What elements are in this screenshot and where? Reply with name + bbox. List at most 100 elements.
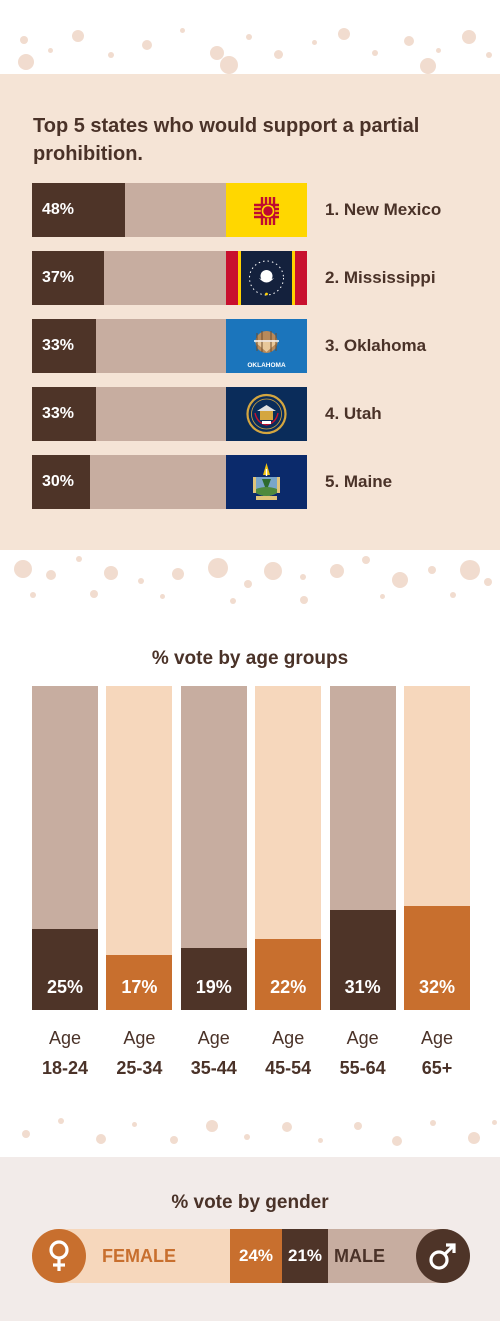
- decorative-dot: [244, 1134, 250, 1140]
- decorative-dot: [450, 592, 456, 598]
- decorative-dot: [462, 30, 476, 44]
- decorative-dot: [492, 1120, 497, 1125]
- state-bar-fill: [32, 455, 91, 509]
- age-range-label: 25-34: [116, 1058, 163, 1078]
- maine-flag-icon: [226, 455, 307, 509]
- state-bar-row: 37% 2. Mississippi: [32, 251, 472, 305]
- new-mexico-flag-icon: [226, 183, 307, 237]
- age-bar-track: 17%: [106, 686, 173, 1010]
- decorative-dot: [436, 48, 441, 53]
- age-percent-label: 31%: [344, 977, 381, 997]
- oklahoma-flag-icon: OKLAHOMA: [226, 319, 307, 373]
- decorative-dot: [372, 50, 378, 56]
- decorative-dot: [404, 36, 414, 46]
- decorative-dot: [22, 1130, 30, 1138]
- male-label: MALE: [334, 1246, 385, 1266]
- state-bar-fill: [32, 183, 126, 237]
- age-bar-track: 25%: [32, 686, 98, 1010]
- decorative-dot: [172, 568, 184, 580]
- decorative-dot: [244, 580, 252, 588]
- state-percent-label: 48%: [42, 201, 75, 218]
- decorative-dot: [76, 556, 82, 562]
- state-bar-fill: [32, 319, 97, 373]
- decorative-dot: [104, 566, 118, 580]
- state-percent-label: 33%: [42, 337, 75, 354]
- decorative-dot: [58, 1118, 64, 1124]
- decorative-dot: [282, 1122, 292, 1132]
- decorative-dot: [160, 594, 165, 599]
- decorative-dot: [142, 40, 152, 50]
- state-bar-fill: [32, 251, 104, 305]
- male-symbol-icon: [416, 1229, 470, 1283]
- decorative-dot: [300, 596, 308, 604]
- female-percent: 24%: [238, 1246, 274, 1265]
- age-range-label: 45-54: [265, 1058, 312, 1078]
- decorative-dot: [484, 578, 492, 586]
- male-percent: 21%: [287, 1246, 323, 1265]
- age-bar-track: 31%: [329, 686, 396, 1010]
- decorative-dot: [180, 28, 185, 33]
- decorative-dot: [274, 50, 283, 59]
- decorative-dot: [46, 570, 56, 580]
- male-bar-fill: [282, 1229, 328, 1283]
- age-bar-track: 22%: [255, 686, 322, 1010]
- decorative-dot: [48, 48, 53, 53]
- state-percent-label: 37%: [42, 269, 75, 286]
- decorative-dot: [90, 590, 98, 598]
- decorative-dot: [30, 592, 36, 598]
- flag-text: OKLAHOMA: [247, 362, 286, 369]
- female-bar-fill: [230, 1229, 282, 1283]
- age-chart-title: % vote by age groups: [151, 648, 349, 669]
- decorative-dot: [318, 1138, 323, 1143]
- decorative-dots-top: [0, 0, 500, 74]
- decorative-dot: [460, 560, 480, 580]
- decorative-dot: [392, 572, 408, 588]
- decorative-dot: [170, 1136, 178, 1144]
- decorative-dot: [300, 574, 306, 580]
- state-bar-row: 48% 1. New Mexico: [32, 183, 472, 237]
- female-label: FEMALE: [102, 1246, 176, 1266]
- decorative-dot: [96, 1134, 106, 1144]
- decorative-dot: [468, 1132, 480, 1144]
- decorative-dot: [338, 28, 350, 40]
- age-percent-label: 25%: [46, 977, 84, 997]
- decorative-dot: [312, 40, 317, 45]
- state-name-label: 5. Maine: [325, 472, 393, 491]
- age-prefix-label: Age: [123, 1028, 156, 1048]
- age-bar-track: 19%: [180, 686, 247, 1010]
- decorative-dots-lower: [0, 1100, 500, 1157]
- age-percent-label: 22%: [270, 977, 307, 997]
- age-bar-fill: [404, 906, 470, 1010]
- gender-chart-title: % vote by gender: [171, 1192, 329, 1213]
- state-name-label: 4. Utah: [325, 404, 382, 423]
- age-prefix-label: Age: [420, 1028, 454, 1048]
- decorative-dot: [132, 1122, 137, 1127]
- state-name-label: 3. Oklahoma: [325, 336, 427, 355]
- states-chart-title: Top 5 states who would support a partial…: [33, 115, 420, 165]
- decorative-dot: [428, 566, 436, 574]
- decorative-dot: [420, 58, 436, 74]
- age-bar-track: 32%: [404, 686, 470, 1010]
- decorative-dot: [246, 34, 252, 40]
- state-name-label: 1. New Mexico: [325, 200, 442, 219]
- decorative-dot: [210, 46, 224, 60]
- state-bar-row: 30% 5. Maine: [32, 455, 472, 509]
- state-bar-row: 33% OKLAHOMA 3. Oklahoma: [32, 319, 472, 373]
- age-bar-fill: [32, 929, 98, 1010]
- female-symbol-icon: [32, 1229, 86, 1283]
- decorative-dot: [430, 1120, 436, 1126]
- age-bar-fill: [329, 909, 396, 1010]
- age-range-label: 35-44: [190, 1058, 237, 1078]
- age-prefix-label: Age: [197, 1028, 230, 1048]
- decorative-dot: [72, 30, 84, 42]
- age-range-label: 55-64: [339, 1058, 386, 1078]
- states-section: Top 5 states who would support a partial…: [0, 74, 500, 550]
- decorative-dot: [230, 598, 236, 604]
- state-bar-fill: [32, 387, 97, 441]
- age-range-label: 65+: [421, 1058, 453, 1078]
- age-percent-label: 17%: [121, 977, 158, 997]
- age-range-label: 18-24: [41, 1058, 89, 1078]
- decorative-dot: [206, 1120, 218, 1132]
- decorative-dots-middle: [0, 550, 500, 620]
- age-bar-fill: [180, 948, 247, 1010]
